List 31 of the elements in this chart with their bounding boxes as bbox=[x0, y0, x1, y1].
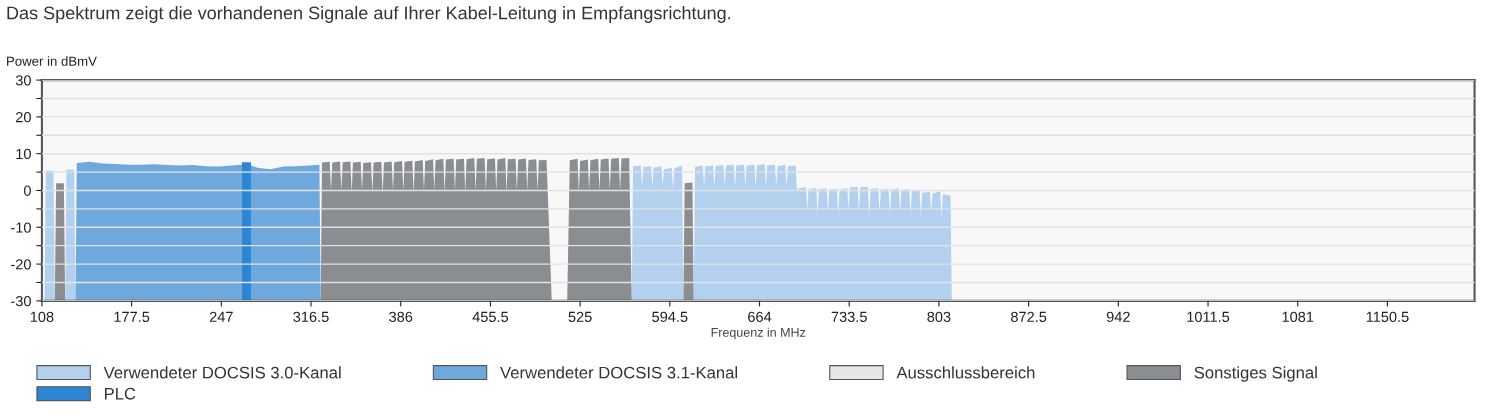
y-tick-label: -20 bbox=[11, 259, 31, 270]
legend-label: Sonstiges Signal bbox=[1194, 366, 1317, 382]
x-tick-label: 803 bbox=[927, 311, 951, 322]
x-tick-label: 1150.5 bbox=[1366, 311, 1409, 322]
x-tick-label: 386 bbox=[389, 311, 413, 322]
y-tick-label: 20 bbox=[16, 111, 31, 123]
y-tick-label: -10 bbox=[11, 222, 31, 233]
x-tick-label: 525 bbox=[568, 311, 592, 322]
x-tick-label: 872.5 bbox=[1011, 311, 1047, 322]
y-axis-title: Power in dBmV bbox=[7, 56, 97, 66]
x-tick-label: 316.5 bbox=[293, 311, 329, 322]
y-tick-label: 30 bbox=[15, 75, 31, 86]
y-tick-label: 0 bbox=[23, 185, 31, 196]
y-tick-label: -30 bbox=[11, 295, 31, 307]
x-tick-label: 455.5 bbox=[472, 311, 509, 322]
x-tick-label: 1011.5 bbox=[1187, 311, 1230, 322]
x-tick-label: 942 bbox=[1106, 311, 1130, 322]
x-axis-title: Frequenz in MHz bbox=[711, 327, 806, 340]
legend-label: Verwendeter DOCSIS 3.0-Kanal bbox=[103, 366, 341, 379]
legend-label: Ausschlussbereich bbox=[896, 366, 1035, 379]
chart-title: Das Spektrum zeigt die vorhandenen Signale auf Ihrer Kabel-Leitung in Empfangsrichtung. bbox=[7, 6, 731, 23]
x-tick-label: 594.5 bbox=[652, 311, 688, 322]
legend-label: Verwendeter DOCSIS 3.1-Kanal bbox=[500, 366, 737, 379]
x-tick-label: 1081 bbox=[1282, 311, 1314, 322]
x-tick-label: 177.5 bbox=[114, 311, 150, 322]
y-tick-label: 10 bbox=[16, 148, 31, 160]
x-tick-label: 733.5 bbox=[831, 311, 867, 322]
x-tick-label: 108 bbox=[30, 311, 54, 322]
x-tick-label: 664 bbox=[748, 311, 772, 322]
legend-label: PLC bbox=[104, 387, 136, 400]
x-tick-label: 247 bbox=[209, 311, 233, 322]
